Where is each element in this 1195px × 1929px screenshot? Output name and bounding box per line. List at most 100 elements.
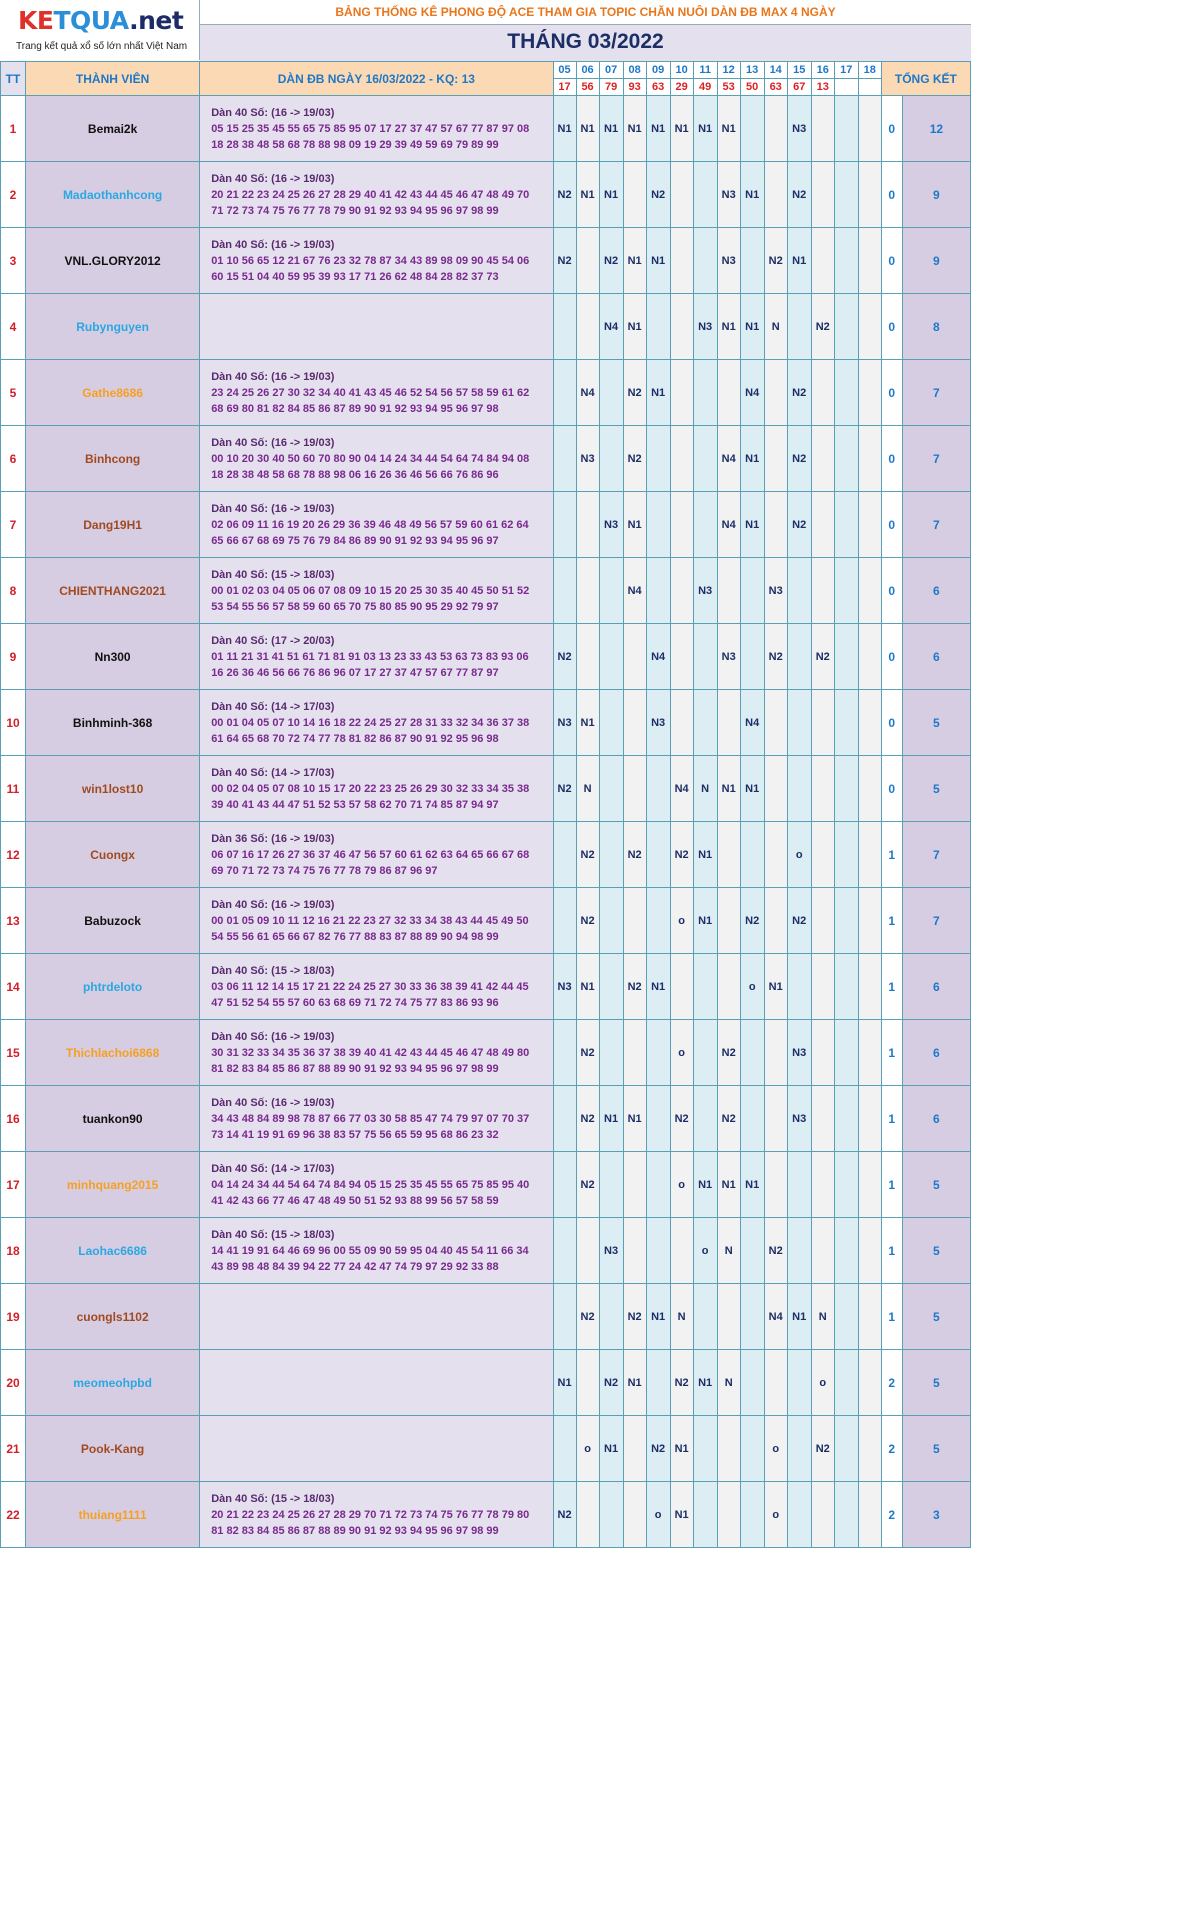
- row-number: 13: [0, 887, 27, 954]
- day-cell: N4: [763, 1283, 788, 1350]
- member-name[interactable]: Rubynguyen: [25, 293, 201, 360]
- member-name[interactable]: Laohac6686: [25, 1217, 201, 1284]
- member-name[interactable]: tuankon90: [25, 1085, 201, 1152]
- day-cell: N1: [739, 491, 765, 558]
- day-cell: [645, 425, 671, 492]
- day-cell: N3: [786, 1019, 812, 1086]
- dan-label: Dàn 40 Số: (16 -> 19/03): [211, 370, 335, 383]
- member-name[interactable]: Pook-Kang: [25, 1415, 201, 1482]
- ketqua-logo[interactable]: KETQUA.net Trang kết quả xổ số lớn nhất …: [0, 0, 200, 60]
- day-cell: N: [692, 755, 718, 822]
- summary-miss: 0: [880, 755, 903, 822]
- dan-numbers: Dàn 40 Số: (14 -> 17/03) 00 01 04 05 07 1…: [199, 689, 554, 756]
- member-name[interactable]: minhquang2015: [25, 1151, 201, 1218]
- member-name[interactable]: cuongls1102: [25, 1283, 201, 1350]
- day-cell: [739, 557, 765, 624]
- member-name[interactable]: Bemai2k: [25, 95, 201, 162]
- dan-line-2: 18 28 38 48 58 68 78 88 98 06 16 26 36 4…: [211, 468, 499, 481]
- member-name[interactable]: thuiang1111: [25, 1481, 201, 1548]
- table-row: 7 Dang19H1 Dàn 40 Số: (16 -> 19/03) 02 06 0…: [0, 491, 972, 558]
- day-cell: [622, 623, 647, 690]
- day-cell: [622, 755, 647, 822]
- table-row: 15 Thichlachoi6868 Dàn 40 Số: (16 -> 19/03…: [0, 1019, 972, 1086]
- member-name[interactable]: Nn300: [25, 623, 201, 690]
- day-cell: N2: [669, 1349, 694, 1416]
- member-name[interactable]: Gathe8686: [25, 359, 201, 426]
- day-cell: [763, 821, 788, 888]
- member-name[interactable]: Thichlachoi6868: [25, 1019, 201, 1086]
- member-name[interactable]: phtrdeloto: [25, 953, 201, 1020]
- day-cell: [575, 557, 600, 624]
- day-cell: [622, 1415, 647, 1482]
- day-cell: N2: [739, 887, 765, 954]
- summary-miss: 0: [880, 425, 903, 492]
- day-cell: [598, 1151, 624, 1218]
- day-cell: N1: [645, 953, 671, 1020]
- day-cell: [645, 821, 671, 888]
- member-name[interactable]: Cuongx: [25, 821, 201, 888]
- summary-miss: 1: [880, 1019, 903, 1086]
- day-cell: [763, 1349, 788, 1416]
- day-cell: N2: [645, 161, 671, 228]
- day-cell: [763, 689, 788, 756]
- member-name[interactable]: Madaothanhcong: [25, 161, 201, 228]
- day-cell: [763, 1151, 788, 1218]
- header-result: 63: [763, 78, 788, 96]
- dan-line-1: 06 07 16 17 26 27 36 37 46 47 56 57 60 6…: [211, 848, 530, 861]
- day-cell: [833, 95, 859, 162]
- dan-line-1: 00 10 20 30 40 50 60 70 80 90 04 14 24 3…: [211, 452, 530, 465]
- day-cell: N2: [622, 425, 647, 492]
- day-cell: N4: [622, 557, 647, 624]
- day-cell: [552, 1085, 577, 1152]
- day-cell: [739, 1019, 765, 1086]
- day-cell: [739, 623, 765, 690]
- day-cell: [810, 1019, 835, 1086]
- day-cell: [857, 821, 882, 888]
- summary-total: 7: [901, 359, 972, 426]
- day-cell: [857, 1019, 882, 1086]
- dan-numbers: Dàn 40 Số: (16 -> 19/03) 02 06 09 11 16 1…: [199, 491, 554, 558]
- summary-miss: 0: [880, 227, 903, 294]
- dan-line-2: 41 42 43 66 77 46 47 48 49 50 51 52 93 8…: [211, 1194, 499, 1207]
- member-name[interactable]: win1lost10: [25, 755, 201, 822]
- day-cell: [810, 1481, 835, 1548]
- day-cell: N1: [786, 227, 812, 294]
- dan-numbers: [199, 1349, 554, 1416]
- day-cell: [810, 1085, 835, 1152]
- day-cell: [598, 1019, 624, 1086]
- day-cell: [622, 1151, 647, 1218]
- member-name[interactable]: Dang19H1: [25, 491, 201, 558]
- day-cell: [552, 1019, 577, 1086]
- row-number: 16: [0, 1085, 27, 1152]
- dan-numbers: Dàn 40 Số: (14 -> 17/03) 00 02 04 05 07 0…: [199, 755, 554, 822]
- member-name[interactable]: Binhminh-368: [25, 689, 201, 756]
- day-cell: [716, 1481, 741, 1548]
- day-cell: [552, 1415, 577, 1482]
- day-cell: [857, 95, 882, 162]
- member-name[interactable]: meomeohpbd: [25, 1349, 201, 1416]
- day-cell: [598, 557, 624, 624]
- day-cell: N2: [716, 1085, 741, 1152]
- header-day: 17: [833, 61, 859, 79]
- day-cell: [857, 1481, 882, 1548]
- member-name[interactable]: CHIENTHANG2021: [25, 557, 201, 624]
- day-cell: [645, 1085, 671, 1152]
- dan-numbers: Dàn 40 Số: (17 -> 20/03) 01 11 21 31 41 5…: [199, 623, 554, 690]
- day-cell: N2: [716, 1019, 741, 1086]
- day-cell: [810, 425, 835, 492]
- table-title: BẢNG THỐNG KÊ PHONG ĐỘ ACE THAM GIA TOPI…: [200, 0, 971, 25]
- member-name[interactable]: Babuzock: [25, 887, 201, 954]
- member-name[interactable]: Binhcong: [25, 425, 201, 492]
- summary-total: 7: [901, 887, 972, 954]
- day-cell: [810, 689, 835, 756]
- day-cell: [692, 1481, 718, 1548]
- day-cell: o: [739, 953, 765, 1020]
- table-row: 14 phtrdeloto Dàn 40 Số: (15 -> 18/03) 03 0…: [0, 953, 972, 1020]
- day-cell: o: [786, 821, 812, 888]
- summary-total: 5: [901, 1217, 972, 1284]
- summary-total: 5: [901, 1415, 972, 1482]
- day-cell: [810, 491, 835, 558]
- day-cell: [810, 887, 835, 954]
- day-cell: N1: [692, 821, 718, 888]
- member-name[interactable]: VNL.GLORY2012: [25, 227, 201, 294]
